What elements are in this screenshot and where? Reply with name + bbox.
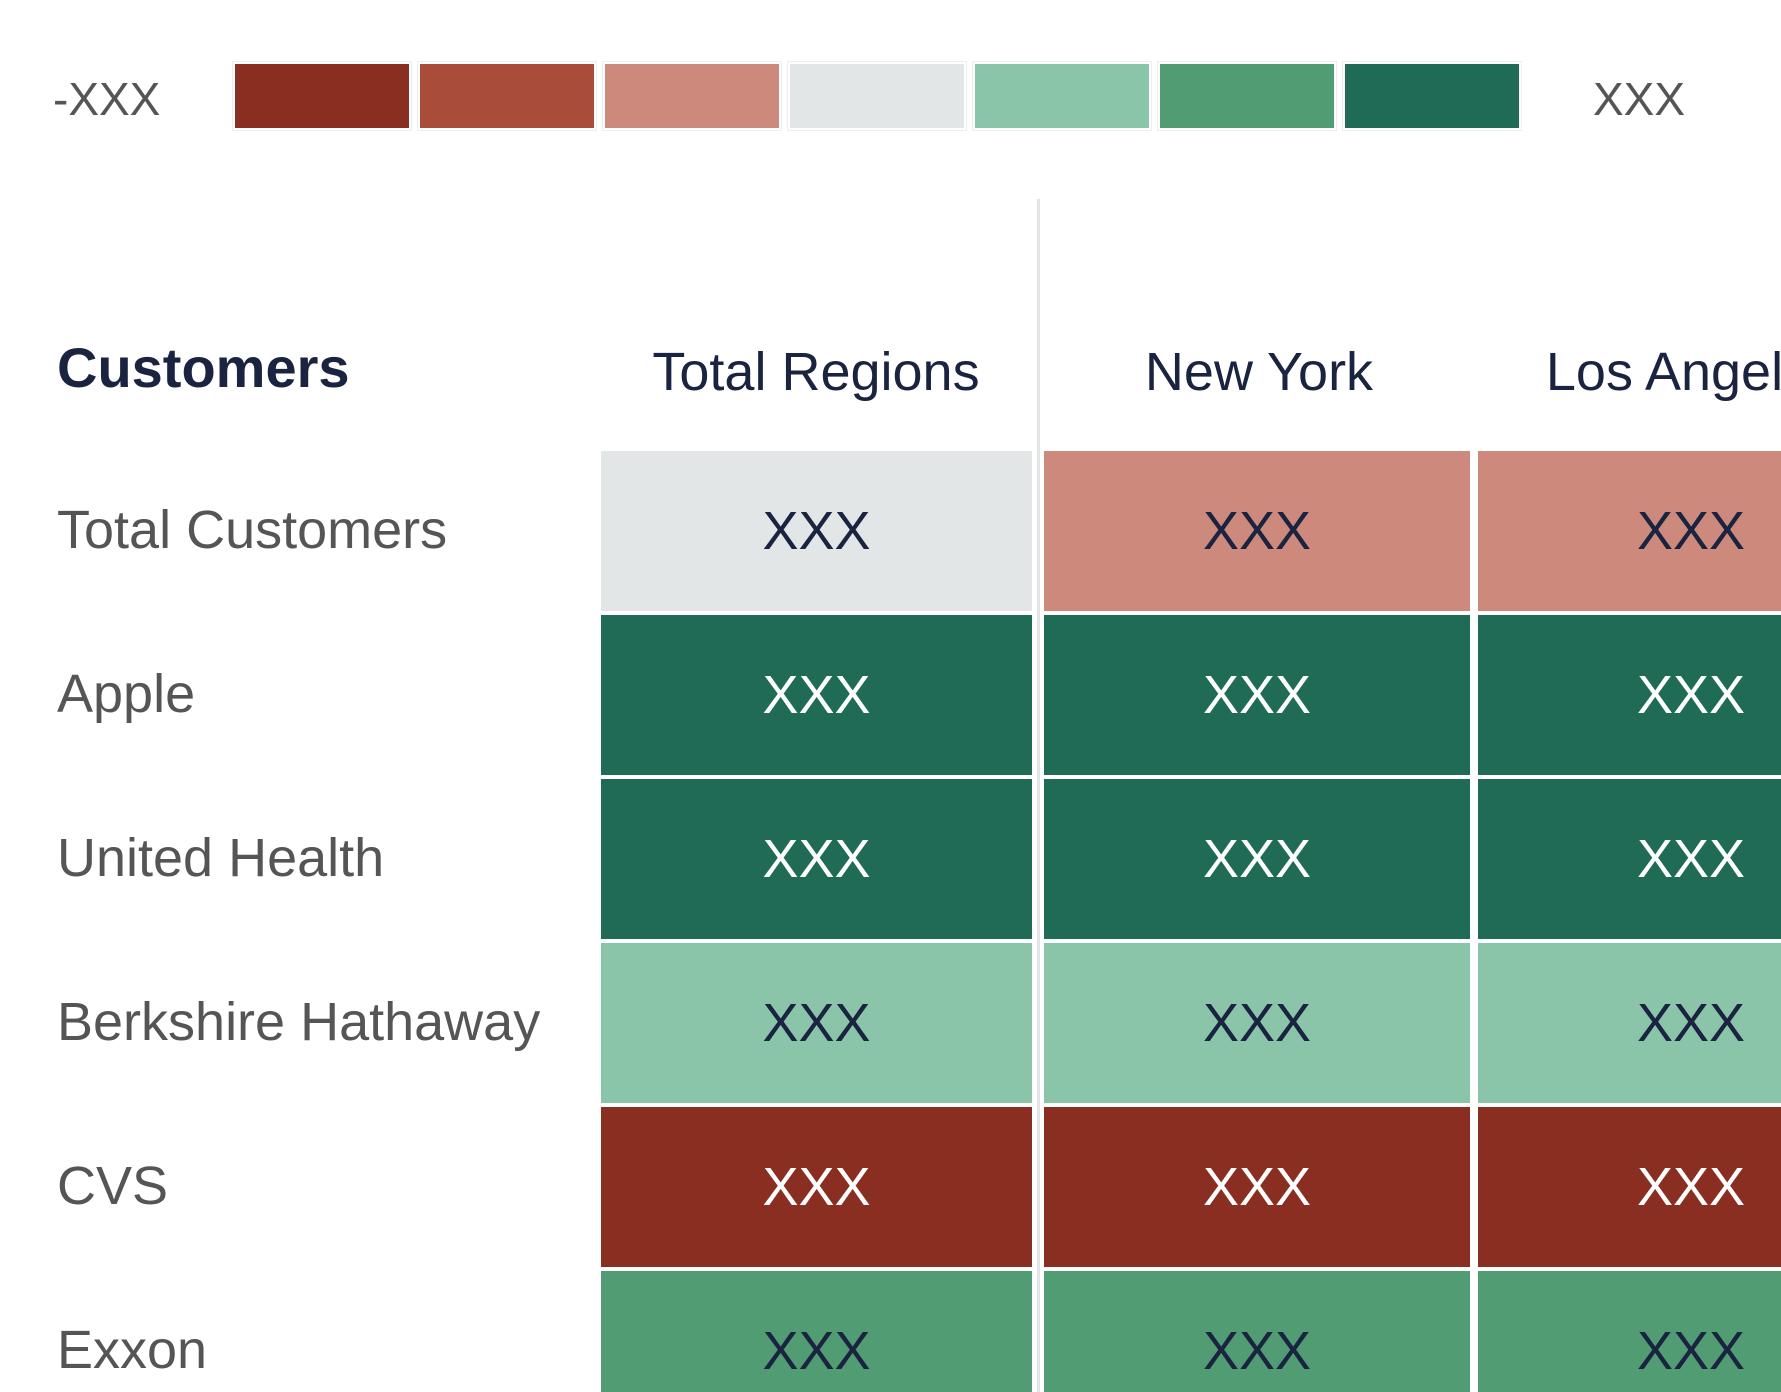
heat-cell: XXX — [601, 779, 1032, 939]
legend-swatch — [232, 61, 412, 131]
row-label: CVS — [57, 1156, 169, 1216]
heat-cell: XXX — [1044, 1107, 1470, 1267]
legend-swatch — [787, 61, 967, 131]
row-label: Apple — [57, 664, 196, 724]
heat-cell: XXX — [1478, 779, 1781, 939]
heat-cell: XXX — [1044, 451, 1470, 611]
heat-cell: XXX — [601, 1271, 1032, 1392]
heat-cell: XXX — [601, 615, 1032, 775]
legend-swatch — [1157, 61, 1337, 131]
legend-swatch — [602, 61, 782, 131]
table-header: Customers — [57, 336, 350, 399]
column-header: Total Regions — [652, 342, 980, 402]
heat-cell: XXX — [1044, 943, 1470, 1103]
heat-cell: XXX — [1478, 451, 1781, 611]
row-label: Exxon — [57, 1320, 208, 1380]
heat-cell: XXX — [1044, 779, 1470, 939]
column-header: New York — [1144, 342, 1374, 402]
heat-cell: XXX — [601, 943, 1032, 1103]
heat-cell: XXX — [1478, 943, 1781, 1103]
heat-cell: XXX — [1044, 615, 1470, 775]
heat-cell: XXX — [601, 451, 1032, 611]
heat-cell: XXX — [1478, 1107, 1781, 1267]
row-label: United Health — [57, 828, 385, 888]
legend-swatch — [972, 61, 1152, 131]
heat-cell: XXX — [1478, 1271, 1781, 1392]
legend-min-label: -XXX — [53, 73, 161, 125]
column-header: Los Angeles — [1545, 342, 1781, 402]
legend-swatch — [417, 61, 597, 131]
legend-max-label: XXX — [1593, 73, 1686, 125]
divider — [1037, 199, 1040, 1392]
heat-cell: XXX — [1044, 1271, 1470, 1392]
legend-swatch — [1342, 61, 1522, 131]
row-label: Berkshire Hathaway — [57, 992, 541, 1052]
row-label: Total Customers — [57, 500, 448, 560]
heat-cell: XXX — [1478, 615, 1781, 775]
heat-cell: XXX — [601, 1107, 1032, 1267]
